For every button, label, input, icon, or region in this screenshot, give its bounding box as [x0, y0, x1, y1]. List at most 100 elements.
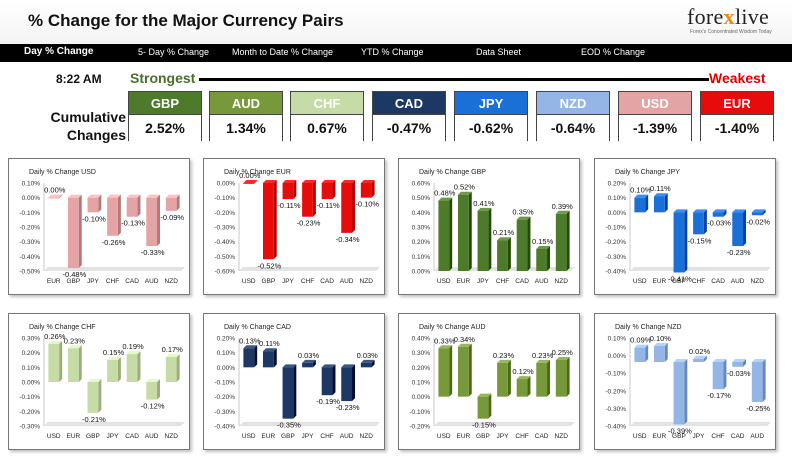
bar-usd[interactable] [634, 347, 646, 362]
tab-5-day-change[interactable]: 5- Day % Change [138, 47, 210, 57]
bar-side [488, 207, 492, 271]
bar-gbp[interactable] [673, 362, 685, 425]
bar-side [273, 180, 277, 260]
bar-aud[interactable] [341, 183, 353, 233]
bar-eur[interactable] [653, 196, 665, 213]
bar-jpy[interactable] [477, 210, 489, 271]
x-tick-label: USD [633, 433, 647, 440]
bar-cad[interactable] [126, 354, 138, 382]
tab-eod-change[interactable]: EOD % Change [581, 47, 646, 57]
chart-chf[interactable]: Daily % Change CHF 0.30% 0.20% 0.10% 0.00% -0… [8, 313, 190, 450]
bar-cad[interactable] [321, 183, 333, 200]
chart-jpy[interactable]: Daily % Change JPY 0.20% 0.10% 0.00% -0.10% -… [594, 158, 776, 295]
bar-chf[interactable] [516, 379, 528, 397]
data-label: 0.48% [434, 189, 456, 198]
bar-aud[interactable] [732, 212, 744, 247]
bar-nzd[interactable] [360, 362, 372, 368]
bar-jpy[interactable] [87, 197, 99, 213]
tab-month-to-date-change[interactable]: Month to Date % Change [232, 47, 334, 57]
bar-nzd[interactable] [751, 212, 763, 216]
bar-aud[interactable] [341, 367, 353, 402]
cumulative-changes-label: Cumulative Changes [46, 108, 126, 144]
bar-top [497, 359, 511, 363]
x-tick-label: JPY [477, 278, 490, 285]
data-label: -0.03% [727, 369, 751, 378]
chart-aud[interactable]: Daily % Change AUD 0.40% 0.30% 0.20% 0.10% 0.… [398, 313, 580, 450]
bar-eur[interactable] [457, 346, 469, 397]
bar-usd[interactable] [48, 343, 60, 382]
bar-eur[interactable] [48, 197, 60, 199]
bar-usd[interactable] [438, 348, 450, 397]
x-tick-label: NZD [360, 433, 374, 440]
y-tick-label: 0.20% [608, 181, 627, 188]
bar-aud[interactable] [536, 249, 548, 271]
bar-jpy[interactable] [693, 358, 704, 362]
bar-side [332, 180, 336, 200]
x-tick-label: CAD [320, 278, 334, 285]
chart-gbp[interactable]: Daily % Change GBP 0.60% 0.50% 0.40% 0.30% 0.… [398, 158, 580, 295]
forexlive-logo[interactable]: forexlive [687, 4, 769, 30]
bar-usd[interactable] [634, 197, 646, 213]
bar-chf[interactable] [321, 367, 333, 396]
bar-top [341, 364, 356, 368]
data-label: 0.00% [44, 186, 66, 195]
bar-gbp[interactable] [67, 197, 79, 269]
data-label: 0.26% [44, 332, 66, 341]
bar-aud[interactable] [751, 362, 763, 402]
bar-cad[interactable] [126, 197, 138, 217]
bar-cad[interactable] [516, 219, 528, 271]
bar-cad[interactable] [536, 362, 548, 397]
bar-gbp[interactable] [673, 212, 685, 273]
tab-data-sheet[interactable]: Data Sheet [476, 47, 522, 57]
chart-usd[interactable]: Daily % Change USD 0.10% 0.00% -0.10% -0.20%… [8, 158, 190, 295]
bar-gbp[interactable] [477, 396, 489, 419]
x-tick-label: JPY [693, 433, 706, 440]
bar-cad[interactable] [712, 212, 724, 217]
bar-eur[interactable] [262, 351, 274, 368]
bar-eur[interactable] [67, 348, 79, 382]
currency-cumulative-change: 2.52% [129, 115, 201, 141]
bar-usd[interactable] [243, 348, 255, 368]
bar-side [312, 180, 316, 217]
bar-nzd[interactable] [165, 357, 177, 382]
bar-chf[interactable] [693, 212, 704, 235]
bar-jpy[interactable] [302, 362, 313, 368]
data-label: -0.15% [472, 421, 496, 430]
bar-nzd[interactable] [360, 183, 372, 198]
bar-gbp[interactable] [282, 367, 294, 419]
bar-cad[interactable] [732, 362, 744, 367]
tab-ytd-change[interactable]: YTD % Change [361, 47, 424, 57]
bar-chf[interactable] [712, 362, 724, 390]
data-label: -0.52% [257, 261, 281, 270]
chart-eur[interactable]: Daily % Change EUR 0.00% -0.10% -0.20% -0.30… [203, 158, 385, 295]
bar-aud[interactable] [146, 382, 158, 400]
x-tick-label: GBP [672, 278, 686, 285]
y-tick-label: 0.20% [217, 336, 236, 343]
bar-gbp[interactable] [87, 382, 99, 413]
x-tick-label: CAD [125, 433, 139, 440]
bar-aud[interactable] [146, 197, 158, 247]
bar-eur[interactable] [653, 346, 665, 362]
bar-nzd[interactable] [555, 213, 567, 271]
bar-jpy[interactable] [282, 183, 294, 200]
tab-day-change[interactable]: Day % Change [24, 46, 94, 57]
bar-chf[interactable] [302, 183, 313, 217]
chart-cad[interactable]: Daily % Change CAD 0.20% 0.10% 0.00% -0.10% -… [203, 313, 385, 450]
chart-nzd[interactable]: Daily % Change NZD 0.10% 0.00% -0.10% -0.20%… [594, 313, 776, 450]
bar-gbp[interactable] [262, 183, 274, 260]
bar-jpy[interactable] [497, 362, 508, 397]
bar-nzd[interactable] [165, 197, 177, 211]
bar-usd[interactable] [243, 183, 255, 184]
bar-side [293, 364, 297, 419]
bar-side [59, 194, 63, 199]
x-tick-label: CAD [125, 278, 139, 285]
bar-nzd[interactable] [555, 360, 567, 397]
bar-top [497, 237, 511, 241]
bar-usd[interactable] [438, 200, 450, 271]
bar-eur[interactable] [457, 194, 469, 271]
bar-jpy[interactable] [107, 360, 118, 382]
bar-chf[interactable] [107, 197, 118, 236]
x-tick-label: CHF [496, 278, 509, 285]
bar-chf[interactable] [497, 240, 508, 271]
y-tick-label: -0.30% [19, 239, 40, 246]
